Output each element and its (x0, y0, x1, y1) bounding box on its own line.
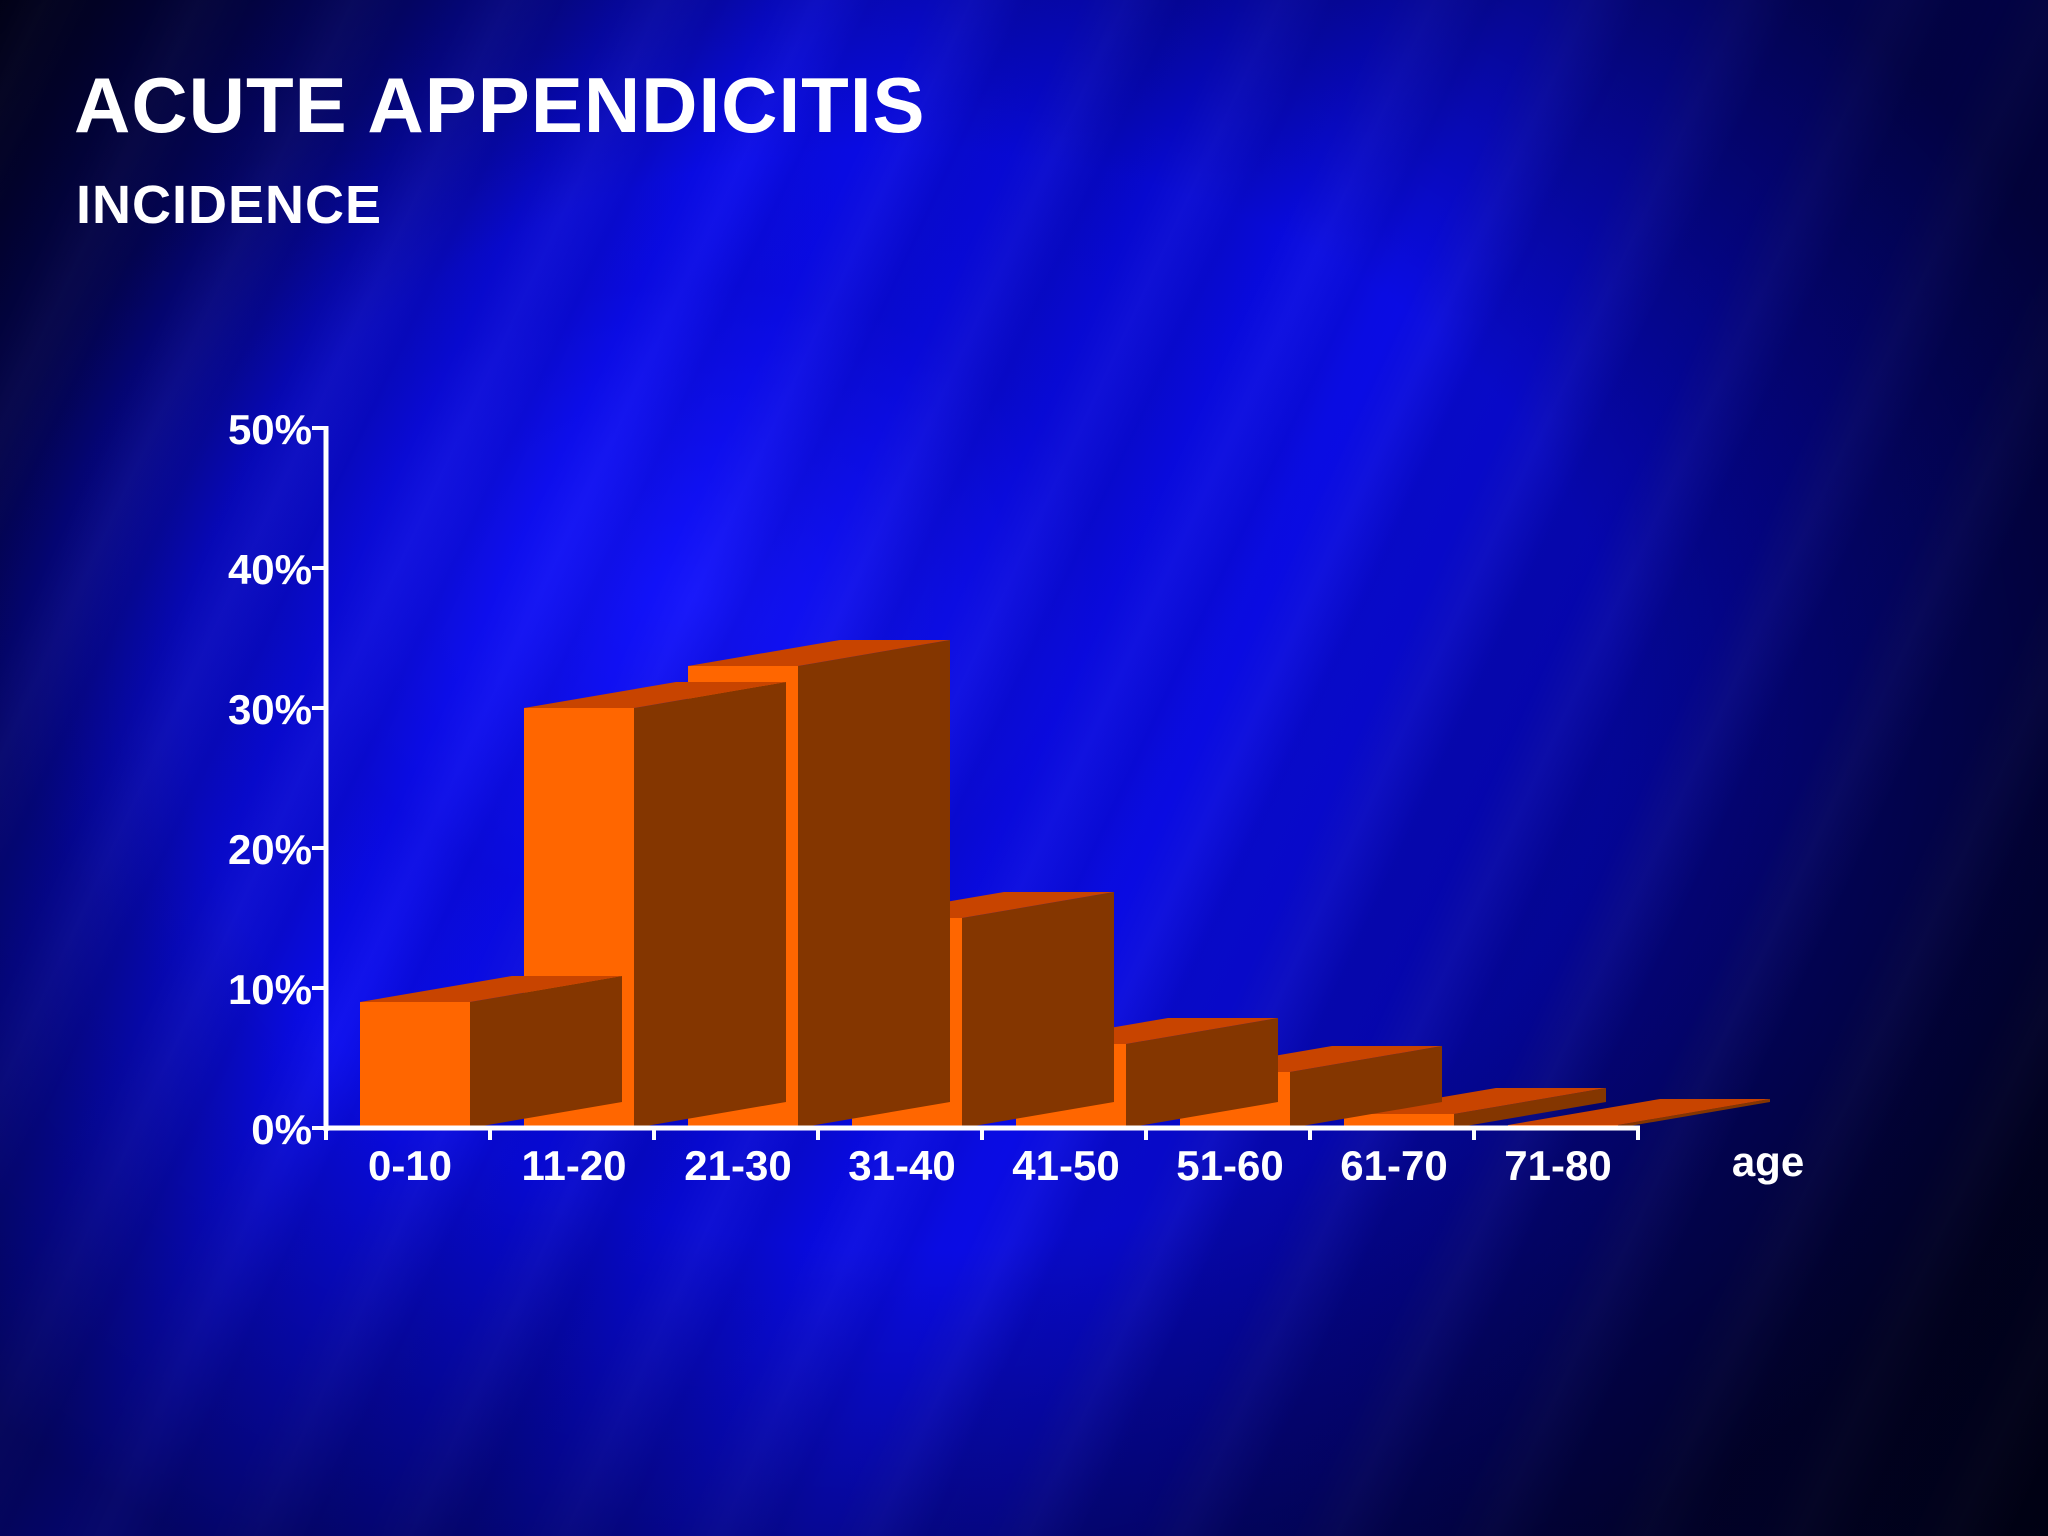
x-tick-label: 61-70 (1340, 1142, 1447, 1189)
slide-subtitle: INCIDENCE (76, 175, 383, 235)
y-tick-label: 30% (228, 686, 312, 733)
bar-side-face (962, 892, 1114, 1128)
y-tick-label: 10% (228, 966, 312, 1013)
bar-front-face (1344, 1114, 1454, 1128)
x-axis-label: age (1732, 1138, 1804, 1185)
bars-layer (360, 640, 1770, 1128)
bar-side-face (1126, 1018, 1278, 1128)
x-tick-label: 71-80 (1504, 1142, 1611, 1189)
bar-front-face (360, 1002, 470, 1128)
bar-0-10 (360, 976, 622, 1128)
bar-top-face (360, 976, 622, 1002)
bar-side-face (1290, 1046, 1442, 1128)
bar-top-face (1508, 1099, 1770, 1125)
labels-layer: 0% 10% 20% 30% 40% 50% 0-10 11-20 21-30 31-40 41-5… (228, 406, 1804, 1189)
x-tick-label: 41-50 (1012, 1142, 1119, 1189)
x-tick-label: 11-20 (521, 1142, 626, 1189)
axes-layer (312, 426, 1640, 1140)
x-tick-label: 31-40 (848, 1142, 955, 1189)
bar-side-face (1618, 1099, 1770, 1128)
x-tick-label: 0-10 (368, 1142, 452, 1189)
x-tick-label: 51-60 (1176, 1142, 1283, 1189)
bar-top-face (688, 640, 950, 666)
bar-side-face (798, 640, 950, 1128)
bar-side-face (1454, 1088, 1606, 1128)
y-tick-label: 20% (228, 826, 312, 873)
bar-top-face (524, 682, 786, 708)
bar-side-face (470, 976, 622, 1128)
y-tick-label: 0% (251, 1106, 312, 1153)
y-tick-label: 50% (228, 406, 312, 453)
y-tick-label: 40% (228, 546, 312, 593)
bar-side-face (634, 682, 786, 1128)
x-tick-label: 21-30 (684, 1142, 791, 1189)
slide-title: ACUTE APPENDICITIS (74, 61, 926, 149)
